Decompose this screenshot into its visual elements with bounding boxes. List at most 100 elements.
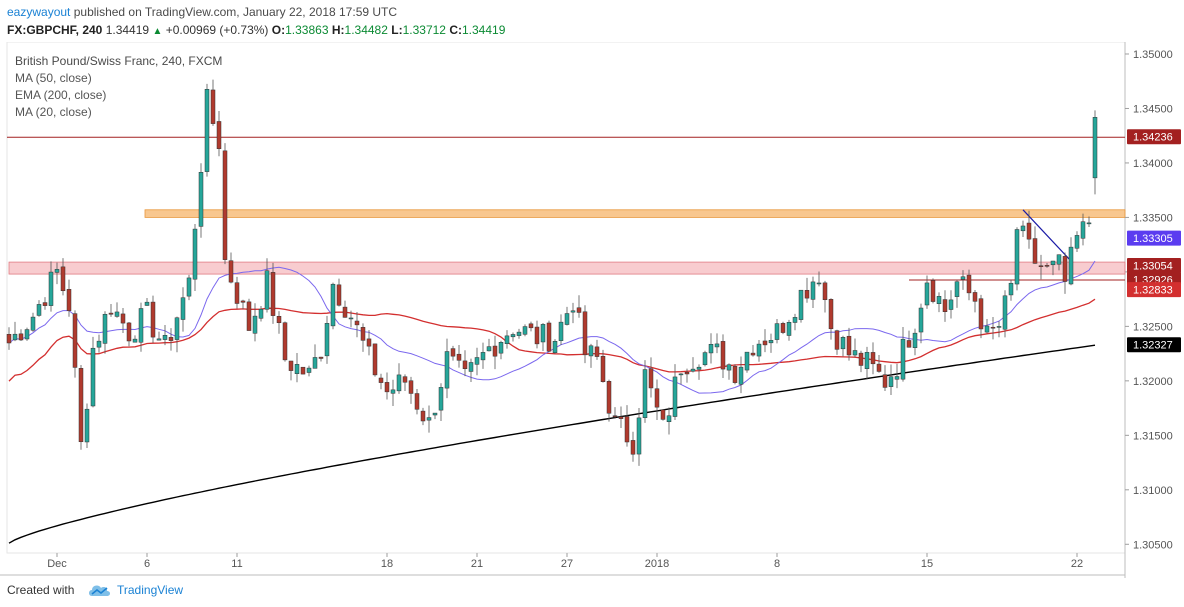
candle-body	[846, 335, 852, 356]
candle-body	[840, 337, 846, 350]
candle-body	[576, 307, 582, 313]
candle-body	[714, 343, 720, 348]
candle-body	[444, 351, 450, 389]
candle	[432, 412, 438, 420]
candle	[462, 350, 468, 377]
candle	[390, 379, 396, 406]
candle	[6, 327, 12, 350]
price-label-text: 1.33054	[1133, 261, 1173, 273]
candle	[264, 258, 270, 313]
candle	[420, 407, 426, 426]
candle-body	[1026, 222, 1032, 240]
legend-ma50[interactable]: MA (50, close)	[15, 71, 92, 85]
candle	[630, 431, 636, 462]
candle-body	[468, 362, 474, 372]
candle-body	[396, 374, 402, 392]
candle	[174, 316, 180, 353]
candle-body	[792, 317, 798, 323]
candle	[888, 364, 894, 395]
candle	[840, 335, 846, 357]
candle	[684, 368, 690, 383]
x-tick-label: 18	[381, 558, 393, 570]
candle-body	[864, 352, 870, 369]
candle-body	[678, 373, 684, 376]
candle	[24, 327, 30, 341]
candle	[510, 332, 516, 342]
price-label-bg	[1127, 129, 1181, 145]
low-value: 1.33712	[402, 23, 446, 37]
candle	[234, 276, 240, 309]
published-text: published on TradingView.com, January 22…	[73, 5, 398, 19]
candle	[828, 298, 834, 340]
candle-body	[276, 316, 282, 324]
candle	[402, 374, 408, 392]
candle	[312, 344, 318, 369]
candle-body	[858, 352, 864, 366]
candle	[1032, 226, 1038, 264]
candle-body	[264, 270, 270, 310]
price-label-bg	[1127, 258, 1181, 274]
publish-line: eazywayout published on TradingView.com,…	[7, 5, 397, 19]
candle-body	[786, 322, 792, 336]
author-link[interactable]: eazywayout	[7, 5, 71, 19]
candle-body	[828, 299, 834, 330]
candle-body	[426, 417, 432, 421]
candle	[834, 329, 840, 355]
price-label: 1.32833	[1127, 282, 1181, 298]
candle-body	[102, 313, 108, 344]
candle-body	[354, 320, 360, 326]
candle	[294, 352, 300, 383]
candle	[186, 274, 192, 301]
candle-body	[288, 360, 294, 371]
candle	[564, 306, 570, 326]
price-label: 1.33305	[1127, 230, 1181, 246]
price-label-text: 1.33305	[1133, 233, 1173, 245]
candle-body	[1002, 295, 1008, 330]
candle-body	[1068, 246, 1074, 285]
candle	[168, 328, 174, 351]
x-tick-label: 11	[231, 558, 242, 570]
candle	[624, 405, 630, 447]
candle-body	[390, 389, 396, 394]
legend-ema200[interactable]: EMA (200, close)	[15, 88, 107, 102]
candle	[414, 389, 420, 415]
candle-body	[690, 368, 696, 372]
candle-body	[12, 333, 18, 341]
price-chart[interactable]: 1.350001.345001.340001.335001.330001.325…	[0, 0, 1184, 578]
candle	[642, 360, 648, 423]
candle	[222, 143, 228, 265]
candle-body	[834, 330, 840, 350]
y-tick-label: 1.32500	[1133, 321, 1173, 333]
candle	[480, 342, 486, 369]
candle	[276, 311, 282, 334]
candle-body	[84, 408, 90, 443]
candle-body	[42, 302, 48, 306]
candle	[162, 324, 168, 346]
price-label-text: 1.34236	[1133, 132, 1173, 144]
legend-ma20[interactable]: MA (20, close)	[15, 105, 92, 119]
candle	[726, 363, 732, 380]
ohlc-line: FX:GBPCHF, 240 1.34419 ▲ +0.00969 (+0.73…	[7, 23, 505, 37]
candle	[192, 224, 198, 292]
candle-body	[894, 376, 900, 380]
y-tick-label: 1.31500	[1133, 430, 1173, 442]
candle-body	[18, 333, 24, 341]
candle	[228, 252, 234, 284]
candle-body	[192, 228, 198, 280]
candle-body	[984, 325, 990, 333]
tradingview-link[interactable]: TradingView	[117, 583, 184, 597]
candle	[324, 315, 330, 364]
chart-area[interactable]: 1.350001.345001.340001.335001.330001.325…	[0, 0, 1184, 578]
candle-body	[6, 334, 12, 344]
candle-body	[1092, 117, 1098, 179]
ema200-line	[8, 344, 1096, 544]
price-label: 1.33054	[1127, 258, 1181, 274]
candle	[12, 321, 18, 342]
candle-body	[762, 340, 768, 346]
candle-body	[384, 382, 390, 393]
candle-body	[822, 282, 828, 301]
candle-body	[114, 311, 120, 317]
candle-body	[516, 331, 522, 336]
price-label-text: 1.32327	[1133, 340, 1173, 352]
price-label-bg	[1127, 230, 1181, 246]
